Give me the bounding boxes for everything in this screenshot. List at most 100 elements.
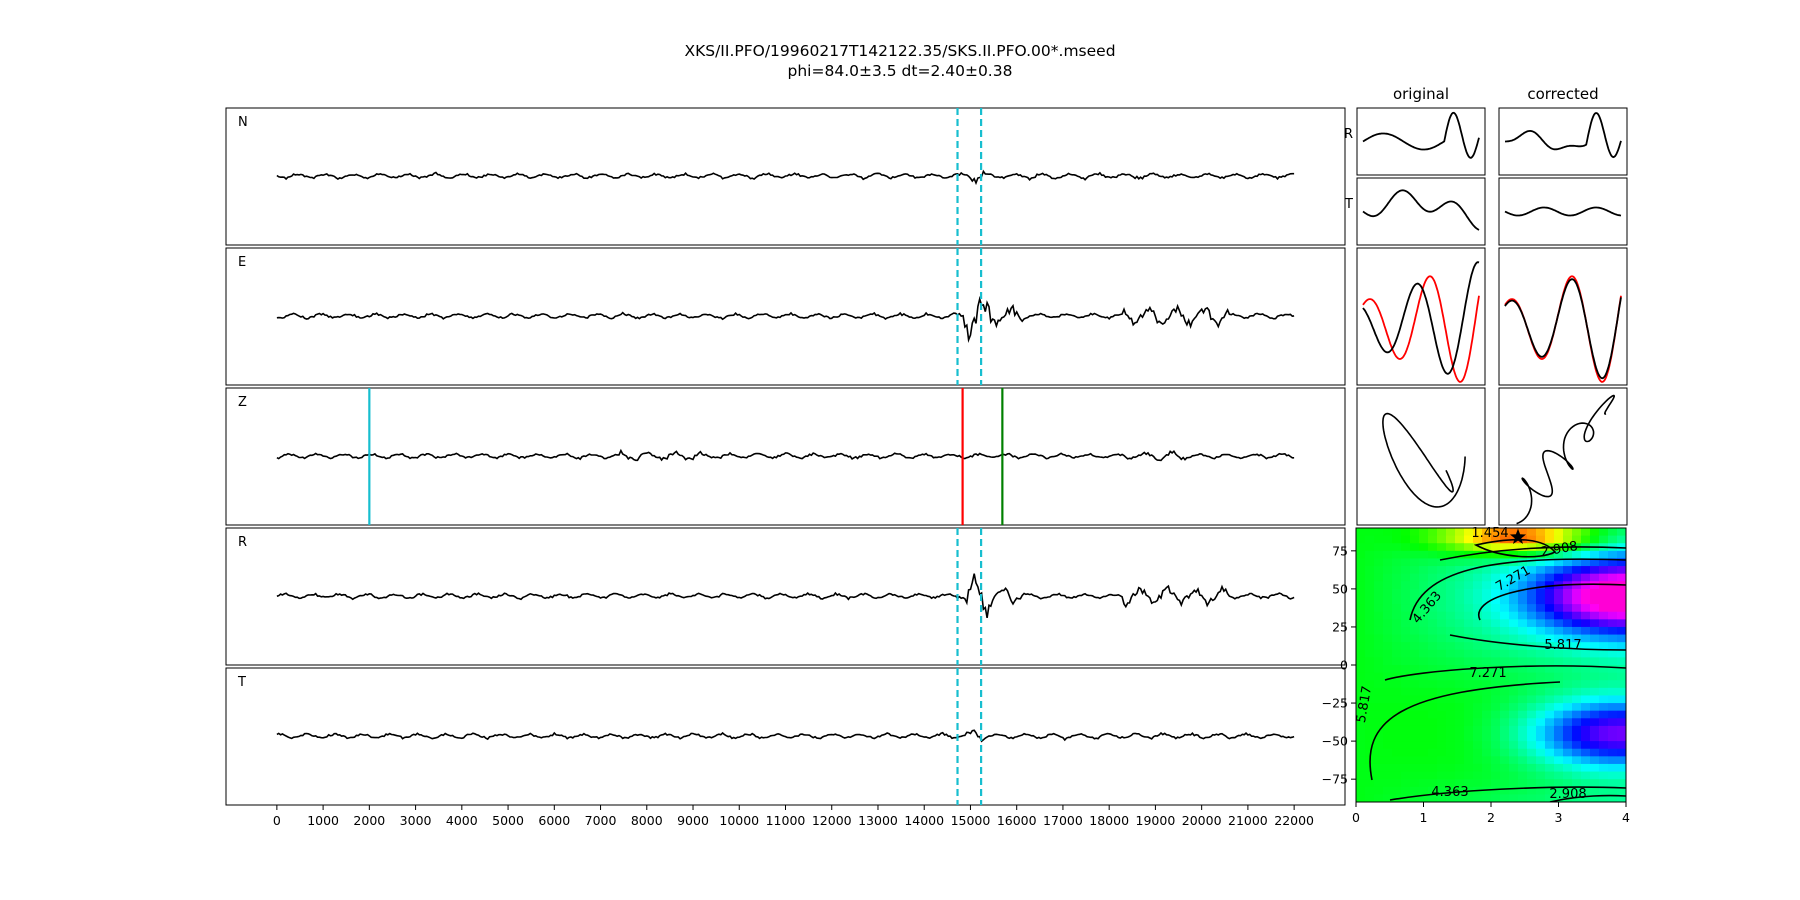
- heatmap-cell: [1527, 748, 1537, 757]
- heatmap-cell: [1392, 642, 1402, 651]
- heatmap-cell: [1446, 733, 1456, 742]
- heatmap-cell: [1617, 725, 1626, 735]
- heatmap-cell: [1482, 741, 1492, 750]
- heatmap-cell: [1536, 573, 1546, 582]
- heatmap-cell: [1401, 703, 1411, 712]
- heatmap-cell: [1455, 588, 1465, 598]
- heatmap-cell: [1608, 665, 1618, 674]
- column-title-corrected: corrected: [1527, 85, 1598, 103]
- heatmap-cell: [1446, 786, 1456, 795]
- heatmap-cell: [1572, 566, 1582, 575]
- panel-label-z: Z: [238, 395, 247, 410]
- heatmap-cell: [1410, 725, 1420, 735]
- heat-y-tick-label: 0: [1340, 658, 1348, 673]
- heatmap-cell: [1581, 528, 1591, 537]
- heatmap-cell: [1482, 528, 1492, 537]
- heatmap-cell: [1401, 611, 1411, 620]
- heatmap-cell: [1491, 680, 1501, 689]
- heatmap-cell: [1473, 634, 1483, 643]
- heatmap-cell: [1536, 626, 1546, 636]
- heatmap-cell: [1446, 566, 1456, 575]
- heatmap-cell: [1599, 733, 1609, 742]
- heatmap-cell: [1554, 794, 1564, 802]
- heatmap-cell: [1527, 550, 1537, 560]
- heatmap-cell: [1374, 550, 1384, 560]
- heatmap-cell: [1554, 611, 1564, 620]
- heatmap-cell: [1554, 733, 1564, 742]
- heatmap-cell: [1455, 550, 1465, 560]
- heatmap-cell: [1446, 649, 1456, 658]
- heatmap-cell: [1491, 649, 1501, 658]
- heatmap-cell: [1563, 619, 1573, 628]
- heatmap-cell: [1500, 733, 1510, 742]
- heatmap-cell: [1599, 779, 1609, 788]
- heatmap-cell: [1446, 794, 1456, 802]
- heatmap-cell: [1374, 680, 1384, 689]
- heatmap-cell: [1608, 657, 1618, 666]
- heatmap-cell: [1473, 588, 1483, 598]
- heatmap-cell: [1608, 528, 1618, 537]
- heatmap-cell: [1365, 634, 1375, 643]
- pm-panel-frame: [1498, 107, 1628, 176]
- trace-line-z: [276, 448, 1295, 462]
- heat-y-tick-label: −50: [1322, 734, 1348, 749]
- heatmap-cell: [1428, 725, 1438, 735]
- heatmap-cell: [1581, 718, 1591, 727]
- heatmap-cell: [1554, 634, 1564, 643]
- heatmap-cell: [1374, 786, 1384, 795]
- heatmap-cell: [1482, 779, 1492, 788]
- heatmap-cell: [1563, 741, 1573, 750]
- heatmap-cell: [1527, 626, 1537, 636]
- heatmap-cell: [1554, 626, 1564, 636]
- heatmap-cell: [1428, 680, 1438, 689]
- heatmap-cell: [1419, 786, 1429, 795]
- heatmap-cell: [1437, 680, 1447, 689]
- heatmap-cell: [1419, 680, 1429, 689]
- heatmap-cell: [1374, 528, 1384, 537]
- heatmap-cell: [1581, 619, 1591, 628]
- heatmap-cell: [1617, 771, 1626, 780]
- heatmap-cell: [1509, 634, 1519, 643]
- heatmap-cell: [1482, 604, 1492, 613]
- heatmap-cell: [1590, 619, 1600, 628]
- heatmap-cell: [1392, 573, 1402, 582]
- heatmap-cell: [1491, 672, 1501, 681]
- heatmap-cell: [1491, 786, 1501, 795]
- heatmap-cell: [1482, 581, 1492, 590]
- heatmap-cell: [1383, 596, 1393, 605]
- heatmap-cell: [1437, 543, 1447, 552]
- heatmap-cell: [1356, 695, 1366, 704]
- heatmap-cell: [1356, 718, 1366, 727]
- heatmap-cell: [1356, 672, 1366, 681]
- heatmap-cell: [1374, 535, 1384, 544]
- heatmap-cell: [1428, 596, 1438, 605]
- heatmap-cell: [1365, 573, 1375, 582]
- particle-motion-trace: [1382, 412, 1466, 508]
- heatmap-cell: [1374, 657, 1384, 666]
- heatmap-cell: [1374, 558, 1384, 567]
- heatmap-cell: [1356, 748, 1366, 757]
- heatmap-cell: [1437, 596, 1447, 605]
- heatmap-cell: [1482, 733, 1492, 742]
- heatmap-cell: [1572, 672, 1582, 681]
- heatmap-cell: [1437, 763, 1447, 773]
- heatmap-cell: [1392, 687, 1402, 697]
- heatmap-cell: [1554, 718, 1564, 727]
- heatmap-cell: [1581, 573, 1591, 582]
- heatmap-cell: [1500, 680, 1510, 689]
- heatmap-cell: [1392, 626, 1402, 636]
- heatmap-cell: [1545, 657, 1555, 666]
- heatmap-cell: [1491, 665, 1501, 674]
- heatmap-cell: [1356, 649, 1366, 658]
- heatmap-cell: [1500, 596, 1510, 605]
- heatmap-cell: [1356, 725, 1366, 735]
- heatmap-cell: [1617, 604, 1626, 613]
- heatmap-cell: [1608, 550, 1618, 560]
- heatmap-cell: [1554, 710, 1564, 719]
- x-tick-label: 11000: [766, 813, 806, 828]
- heatmap-cell: [1455, 718, 1465, 727]
- heatmap-cell: [1572, 763, 1582, 773]
- x-tick-label: 22000: [1274, 813, 1314, 828]
- heatmap-cell: [1410, 611, 1420, 620]
- x-tick-label: 18000: [1089, 813, 1129, 828]
